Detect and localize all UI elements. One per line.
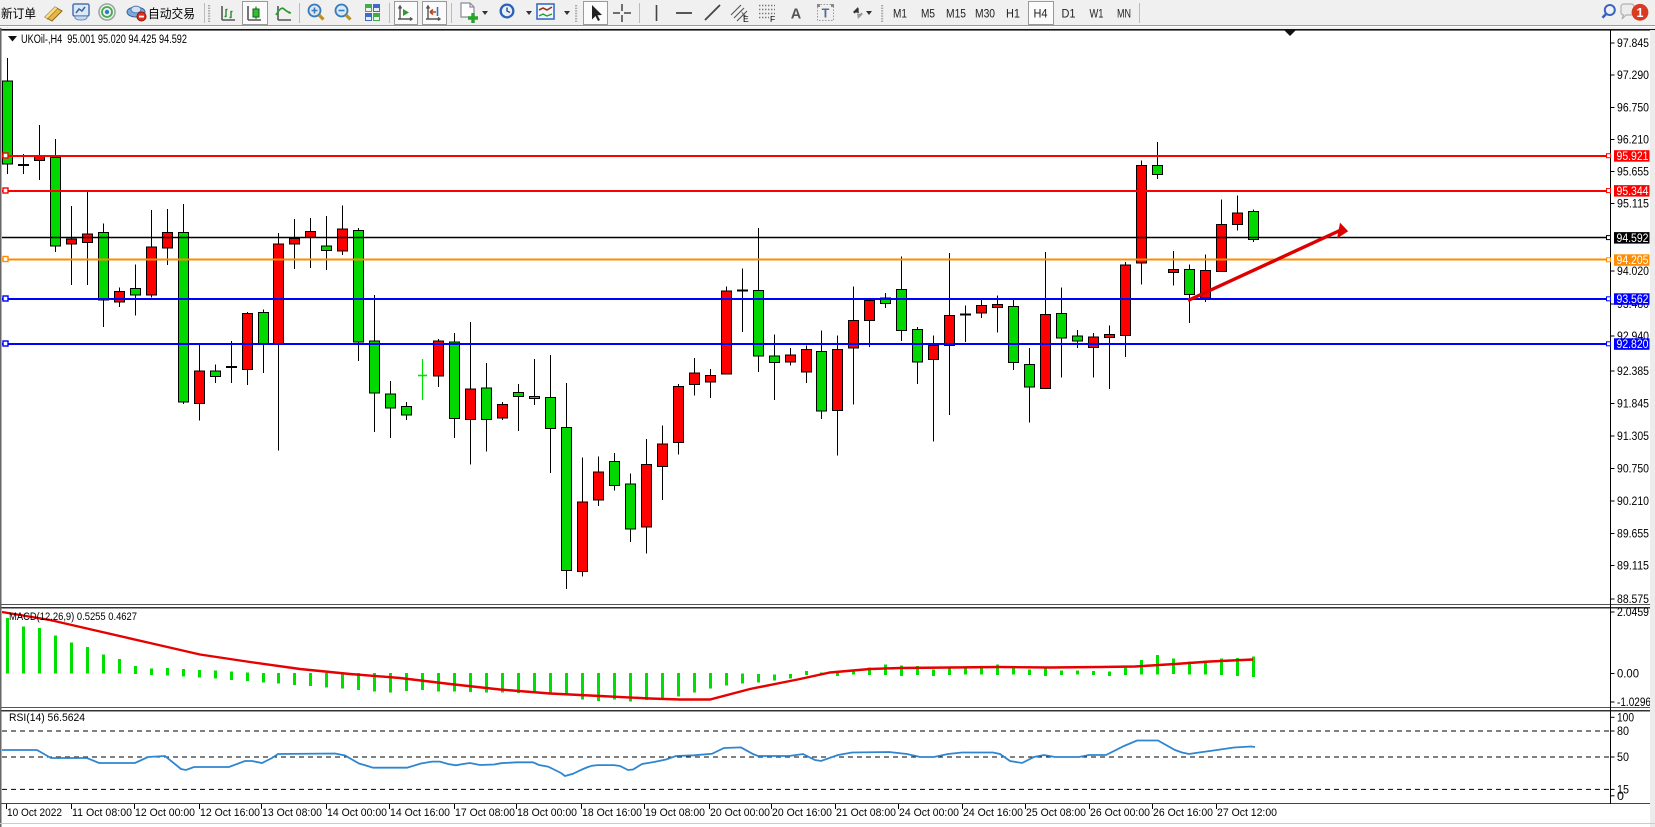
- svg-text:M15: M15: [946, 9, 966, 21]
- svg-text:18 Oct 16:00: 18 Oct 16:00: [582, 807, 642, 819]
- svg-text:91.845: 91.845: [1617, 399, 1649, 411]
- svg-text:14 Oct 00:00: 14 Oct 00:00: [327, 807, 387, 819]
- svg-text:MN: MN: [1117, 9, 1131, 21]
- svg-text:97.845: 97.845: [1617, 38, 1649, 50]
- svg-text:17 Oct 08:00: 17 Oct 08:00: [455, 807, 515, 819]
- svg-text:94.020: 94.020: [1617, 266, 1649, 278]
- svg-text:94.592: 94.592: [1617, 233, 1649, 245]
- svg-text:25 Oct 08:00: 25 Oct 08:00: [1026, 807, 1086, 819]
- svg-text:21 Oct 08:00: 21 Oct 08:00: [836, 807, 896, 819]
- svg-text:89.115: 89.115: [1617, 561, 1649, 573]
- svg-text:M1: M1: [893, 9, 907, 21]
- svg-text:RSI(14) 56.5624: RSI(14) 56.5624: [9, 712, 85, 724]
- svg-text:50: 50: [1617, 752, 1629, 764]
- svg-text:10 Oct 2022: 10 Oct 2022: [7, 807, 62, 819]
- svg-text:92.385: 92.385: [1617, 366, 1649, 378]
- svg-text:M5: M5: [921, 9, 935, 21]
- svg-text:M30: M30: [975, 9, 995, 21]
- svg-text:94.205: 94.205: [1617, 255, 1649, 267]
- svg-text:新订单: 新订单: [1, 6, 36, 21]
- svg-text:26 Oct 00:00: 26 Oct 00:00: [1090, 807, 1150, 819]
- svg-text:H4: H4: [1034, 9, 1049, 21]
- svg-text:-1.0296: -1.0296: [1617, 697, 1651, 709]
- svg-text:0: 0: [1617, 791, 1624, 803]
- svg-text:100: 100: [1617, 712, 1634, 724]
- svg-text:13 Oct 08:00: 13 Oct 08:00: [262, 807, 322, 819]
- svg-text:92.820: 92.820: [1617, 339, 1649, 351]
- svg-text:0.00: 0.00: [1617, 669, 1639, 681]
- svg-text:89.655: 89.655: [1617, 529, 1649, 541]
- svg-text:95.344: 95.344: [1617, 186, 1650, 198]
- svg-text:15: 15: [1617, 784, 1629, 796]
- svg-text:18 Oct 00:00: 18 Oct 00:00: [517, 807, 577, 819]
- svg-text:26 Oct 16:00: 26 Oct 16:00: [1153, 807, 1213, 819]
- svg-text:93.562: 93.562: [1617, 294, 1649, 306]
- svg-text:91.305: 91.305: [1617, 431, 1649, 443]
- svg-text:D1: D1: [1062, 9, 1076, 21]
- svg-text:24 Oct 00:00: 24 Oct 00:00: [899, 807, 959, 819]
- svg-text:27 Oct 12:00: 27 Oct 12:00: [1217, 807, 1277, 819]
- svg-text:W1: W1: [1090, 9, 1104, 21]
- svg-text:F: F: [770, 14, 775, 24]
- svg-text:96.750: 96.750: [1617, 103, 1649, 115]
- svg-text:A: A: [791, 7, 802, 23]
- svg-text:T: T: [822, 7, 830, 21]
- svg-text:80: 80: [1617, 726, 1629, 738]
- svg-text:H1: H1: [1006, 9, 1020, 21]
- svg-text:MACD(12,26,9) 0.5255 0.4627: MACD(12,26,9) 0.5255 0.4627: [9, 611, 137, 623]
- svg-text:97.290: 97.290: [1617, 70, 1649, 82]
- svg-text:95.115: 95.115: [1617, 199, 1649, 211]
- svg-text:14 Oct 16:00: 14 Oct 16:00: [390, 807, 450, 819]
- svg-text:96.210: 96.210: [1617, 135, 1649, 147]
- svg-text:1: 1: [1637, 6, 1644, 20]
- svg-text:E: E: [743, 14, 749, 24]
- svg-text:95.655: 95.655: [1617, 167, 1649, 179]
- svg-text:19 Oct 08:00: 19 Oct 08:00: [645, 807, 705, 819]
- svg-text:12 Oct 00:00: 12 Oct 00:00: [135, 807, 195, 819]
- svg-text:11 Oct 08:00: 11 Oct 08:00: [72, 807, 132, 819]
- svg-text:95.921: 95.921: [1617, 151, 1649, 163]
- svg-text:2.0459: 2.0459: [1617, 607, 1649, 619]
- svg-text:UKOil-,H4 95.001 95.020 94.42: UKOil-,H4 95.001 95.020 94.425 94.592: [21, 34, 187, 46]
- svg-text:90.210: 90.210: [1617, 496, 1649, 508]
- svg-text:自动交易: 自动交易: [148, 6, 195, 21]
- svg-text:20 Oct 16:00: 20 Oct 16:00: [772, 807, 832, 819]
- svg-text:20 Oct 00:00: 20 Oct 00:00: [710, 807, 770, 819]
- svg-text:90.750: 90.750: [1617, 464, 1649, 476]
- svg-text:88.575: 88.575: [1617, 594, 1649, 606]
- svg-text:24 Oct 16:00: 24 Oct 16:00: [963, 807, 1023, 819]
- svg-text:12 Oct 16:00: 12 Oct 16:00: [200, 807, 260, 819]
